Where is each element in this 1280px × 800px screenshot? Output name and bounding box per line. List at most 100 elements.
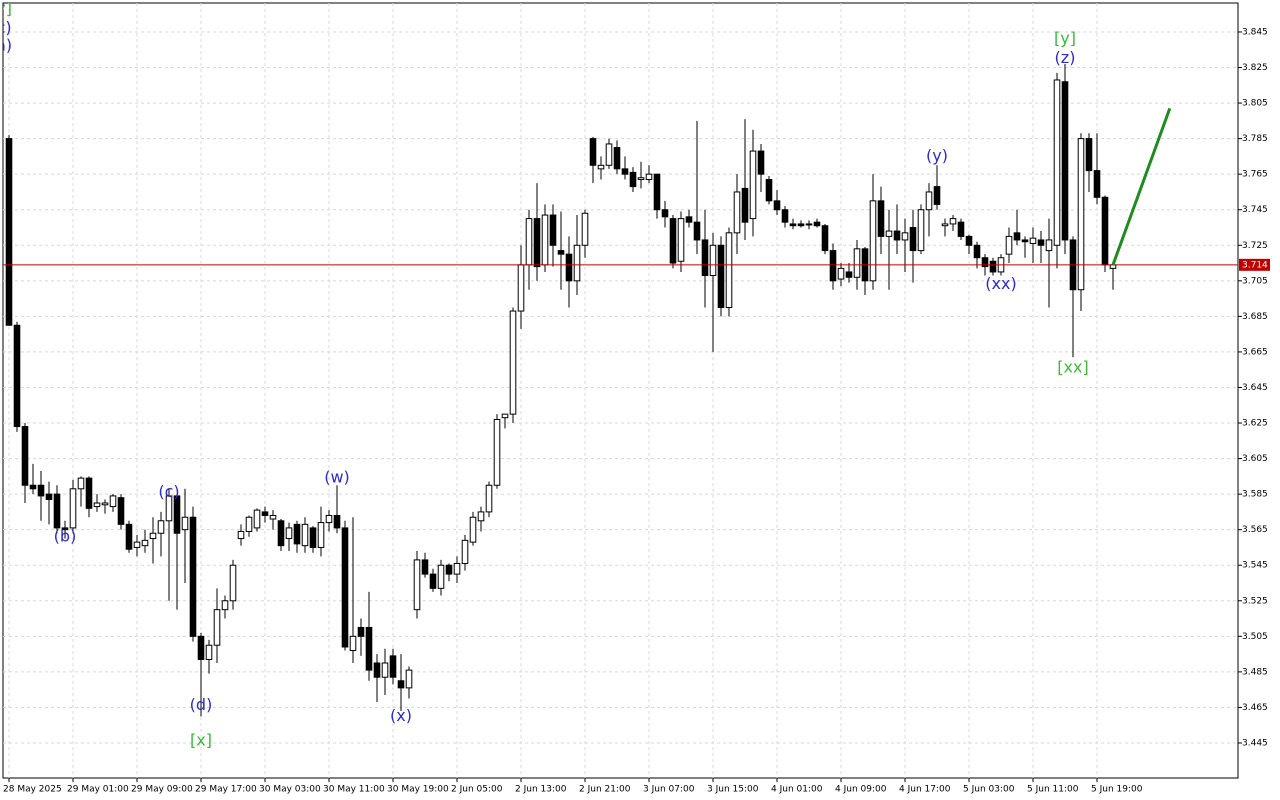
- candle-body: [901, 232, 909, 241]
- candle-body: [573, 244, 581, 282]
- y-tick-label: 3.805: [1242, 99, 1268, 109]
- x-tick-label: 30 May 11:00: [323, 785, 385, 795]
- candle-body: [405, 669, 413, 689]
- candle-body: [1053, 79, 1061, 246]
- y-tick-label: 3.445: [1242, 738, 1268, 748]
- x-tick-label: 29 May 09:00: [131, 785, 193, 795]
- candle-body: [29, 484, 37, 490]
- candle-body: [1109, 264, 1117, 269]
- candle-body: [581, 212, 589, 246]
- candle-body: [93, 502, 101, 508]
- candle-body: [277, 520, 285, 547]
- wave-label: [xx]: [1057, 357, 1088, 376]
- candle-body: [1093, 170, 1101, 198]
- x-tick-label: 29 May 17:00: [195, 785, 257, 795]
- candle-body: [333, 514, 341, 529]
- candle-body: [37, 484, 45, 497]
- candle-body: [957, 221, 965, 237]
- candle-body: [429, 573, 437, 589]
- candle-body: [805, 223, 813, 226]
- y-tick-label: 3.565: [1242, 525, 1268, 535]
- candle-body: [1037, 239, 1045, 246]
- candle-body: [973, 244, 981, 259]
- candle-body: [5, 138, 13, 326]
- candle-body: [357, 626, 365, 637]
- candle-body: [773, 200, 781, 211]
- candle-body: [749, 150, 757, 220]
- x-tick-label: 4 Jun 01:00: [771, 785, 823, 795]
- y-tick-label: 3.525: [1242, 596, 1268, 606]
- candle-body: [685, 216, 693, 223]
- candle-body: [309, 527, 317, 548]
- wave-label: [y]: [1054, 29, 1076, 48]
- y-tick-label: 3.745: [1242, 205, 1268, 215]
- candle-body: [69, 488, 77, 529]
- x-tick-label: 5 Jun 19:00: [1091, 785, 1143, 795]
- candle-body: [933, 186, 941, 205]
- candle-body: [1029, 237, 1037, 244]
- candle-body: [397, 680, 405, 689]
- candle-body: [157, 520, 165, 534]
- wave-label: (c): [0, 18, 12, 37]
- candle-body: [813, 221, 821, 227]
- candle-body: [605, 143, 613, 166]
- x-tick-label: 5 Jun 03:00: [963, 785, 1015, 795]
- candle-body: [741, 187, 749, 223]
- y-tick-label: 3.765: [1242, 170, 1268, 180]
- candle-body: [693, 221, 701, 241]
- candle-body: [1101, 196, 1109, 266]
- candle-body: [485, 484, 493, 513]
- candle-body: [1061, 81, 1069, 241]
- y-tick-label: 3.505: [1242, 632, 1268, 642]
- wave-label: (z): [1055, 48, 1076, 67]
- candle-body: [381, 662, 389, 678]
- candle-body: [845, 271, 853, 278]
- candle-body: [941, 223, 949, 227]
- y-tick-label: 3.605: [1242, 454, 1268, 464]
- candle-body: [173, 495, 181, 534]
- wave-label: (xx): [985, 274, 1016, 293]
- x-tick-label: 3 Jun 07:00: [643, 785, 695, 795]
- candle-body: [349, 635, 357, 652]
- candle-body: [445, 564, 453, 575]
- wave-label: (c): [158, 482, 179, 501]
- candle-body: [181, 516, 189, 531]
- candle-body: [1021, 239, 1029, 243]
- x-tick-label: 4 Jun 17:00: [899, 785, 951, 795]
- candle-body: [925, 191, 933, 211]
- y-tick-label: 3.845: [1242, 27, 1268, 37]
- candle-body: [869, 200, 877, 282]
- candle-body: [109, 495, 117, 508]
- candle-body: [637, 177, 645, 181]
- candle-body: [709, 244, 717, 276]
- candle-body: [213, 609, 221, 646]
- current-price-tag: [1239, 258, 1270, 271]
- candle-body: [629, 171, 637, 188]
- candle-body: [21, 426, 29, 486]
- candle-body: [1013, 232, 1021, 241]
- candle-body: [589, 138, 597, 166]
- candle-body: [149, 532, 157, 540]
- candle-body: [677, 218, 685, 262]
- candle-body: [1077, 138, 1085, 291]
- candle-body: [13, 324, 21, 428]
- wave-label: [y]: [0, 0, 12, 17]
- candle-body: [237, 530, 245, 540]
- wave-label: (b): [54, 526, 77, 545]
- y-tick-label: 3.625: [1242, 419, 1268, 429]
- candle-body: [877, 200, 885, 237]
- candle-body: [117, 497, 125, 525]
- candle-body: [965, 235, 973, 246]
- candle-body: [197, 635, 205, 660]
- candle-body: [597, 164, 605, 170]
- wave-label: (d): [190, 695, 213, 714]
- candle-body: [781, 209, 789, 223]
- candle-body: [765, 179, 773, 202]
- y-tick-label: 3.785: [1242, 134, 1268, 144]
- candle-body: [421, 559, 429, 575]
- candle-body: [45, 493, 53, 500]
- candle-body: [125, 523, 133, 550]
- candle-body: [501, 413, 509, 419]
- y-tick-label: 3.545: [1242, 561, 1268, 571]
